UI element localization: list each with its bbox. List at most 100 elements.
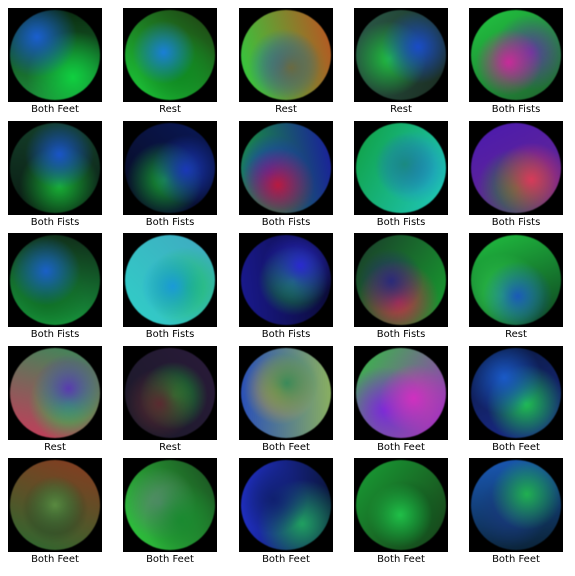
sample-tile: Both Feet xyxy=(354,346,448,454)
class-label: Both Feet xyxy=(146,554,194,565)
topomap-image xyxy=(8,8,102,102)
topomap-image xyxy=(469,233,563,327)
class-label: Rest xyxy=(275,104,297,115)
topomap-blob xyxy=(471,123,561,213)
topomap-image xyxy=(354,121,448,215)
sample-tile: Both Fists xyxy=(239,233,333,341)
topomap-image xyxy=(469,346,563,440)
topomap-image xyxy=(469,458,563,552)
sample-tile: Both Fists xyxy=(354,233,448,341)
sample-tile: Rest xyxy=(8,346,102,454)
topomap-image xyxy=(469,121,563,215)
topomap-image xyxy=(354,346,448,440)
sample-tile: Both Fists xyxy=(8,121,102,229)
topomap-blob xyxy=(471,348,561,438)
class-label: Both Fists xyxy=(30,329,80,340)
topomap-image xyxy=(123,346,217,440)
topomap-image xyxy=(239,233,333,327)
topomap-blob xyxy=(241,235,331,325)
topomap-image xyxy=(354,233,448,327)
topomap-image xyxy=(469,8,563,102)
topomap-image xyxy=(123,458,217,552)
sample-tile: Rest xyxy=(239,8,333,116)
sample-tile: Both Fists xyxy=(123,233,217,341)
topomap-blob xyxy=(241,123,331,213)
sample-tile: Rest xyxy=(469,233,563,341)
topomap-image xyxy=(8,346,102,440)
topomap-blob xyxy=(125,235,215,325)
sample-tile: Both Fists xyxy=(123,121,217,229)
topomap-image xyxy=(239,346,333,440)
class-label: Both Fists xyxy=(261,217,311,228)
sample-tile: Both Feet xyxy=(239,346,333,454)
sample-tile: Both Fists xyxy=(239,121,333,229)
class-label: Rest xyxy=(159,442,181,453)
sample-tile: Both Fists xyxy=(8,233,102,341)
class-label: Both Feet xyxy=(492,554,540,565)
sample-tile: Both Feet xyxy=(354,458,448,566)
topomap-blob xyxy=(10,460,100,550)
class-label: Rest xyxy=(159,104,181,115)
sample-tile: Rest xyxy=(123,346,217,454)
class-label: Both Feet xyxy=(377,554,425,565)
class-label: Rest xyxy=(390,104,412,115)
class-label: Both Fists xyxy=(376,217,426,228)
topomap-blob xyxy=(471,10,561,100)
class-label: Rest xyxy=(505,329,527,340)
topomap-blob xyxy=(356,460,446,550)
topomap-blob xyxy=(241,10,331,100)
topomap-blob xyxy=(241,460,331,550)
topomap-image xyxy=(354,8,448,102)
topomap-blob xyxy=(10,123,100,213)
class-label: Both Fists xyxy=(30,217,80,228)
topomap-blob xyxy=(241,348,331,438)
topomap-image xyxy=(123,121,217,215)
sample-tile: Both Feet xyxy=(8,458,102,566)
topomap-image xyxy=(239,8,333,102)
sample-tile: Both Fists xyxy=(354,121,448,229)
sample-tile: Both Feet xyxy=(8,8,102,116)
topomap-blob xyxy=(125,348,215,438)
sample-tile: Both Fists xyxy=(469,8,563,116)
class-label: Rest xyxy=(44,442,66,453)
sample-tile: Both Feet xyxy=(469,458,563,566)
class-label: Both Feet xyxy=(31,554,79,565)
topomap-blob xyxy=(356,235,446,325)
topomap-blob xyxy=(125,123,215,213)
class-label: Both Fists xyxy=(491,217,541,228)
topomap-image xyxy=(354,458,448,552)
topomap-blob xyxy=(471,460,561,550)
class-label: Both Feet xyxy=(262,554,310,565)
class-label: Both Fists xyxy=(491,104,541,115)
topomap-blob xyxy=(356,348,446,438)
topomap-image xyxy=(239,121,333,215)
topomap-image xyxy=(8,121,102,215)
class-label: Both Feet xyxy=(262,442,310,453)
topomap-image xyxy=(8,233,102,327)
topomap-blob xyxy=(356,10,446,100)
topomap-image xyxy=(123,8,217,102)
class-label: Both Fists xyxy=(145,217,195,228)
topomap-blob xyxy=(356,123,446,213)
sample-tile: Both Feet xyxy=(469,346,563,454)
sample-tile: Rest xyxy=(354,8,448,116)
sample-tile: Both Feet xyxy=(123,458,217,566)
class-label: Both Fists xyxy=(145,329,195,340)
topomap-image xyxy=(239,458,333,552)
sample-tile: Both Fists xyxy=(469,121,563,229)
sample-tile: Rest xyxy=(123,8,217,116)
class-label: Both Fists xyxy=(376,329,426,340)
topomap-image xyxy=(123,233,217,327)
class-label: Both Feet xyxy=(377,442,425,453)
class-label: Both Feet xyxy=(492,442,540,453)
class-label: Both Fists xyxy=(261,329,311,340)
topomap-blob xyxy=(10,235,100,325)
topomap-blob xyxy=(471,235,561,325)
topomap-blob xyxy=(10,348,100,438)
sample-tile: Both Feet xyxy=(239,458,333,566)
topomap-image xyxy=(8,458,102,552)
class-label: Both Feet xyxy=(31,104,79,115)
topomap-blob xyxy=(125,10,215,100)
topomap-blob xyxy=(10,10,100,100)
